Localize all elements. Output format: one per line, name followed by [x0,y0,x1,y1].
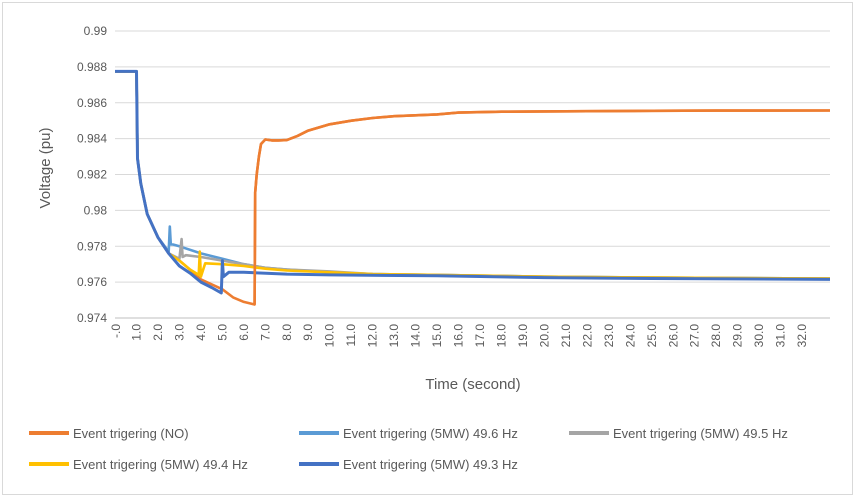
x-tick-label: 8.0 [280,324,294,341]
x-tick-label: 18.0 [494,324,508,348]
x-tick-label: 28.0 [709,324,723,348]
y-axis-ticks: 0.974 0.976 0.978 0.98 0.982 0.984 0.986 0.988 0… [77,24,107,325]
x-tick-label: 27.0 [688,324,702,348]
legend-label: Event trigering (5MW) 49.3 Hz [343,457,518,472]
x-tick-label: 30.0 [752,324,766,348]
x-tick-label: 22.0 [580,324,594,348]
x-tick-label: 3.0 [172,324,186,341]
line-chart: 0.974 0.976 0.978 0.98 0.982 0.984 0.986 0.988 0… [29,24,831,472]
x-tick-label: 26.0 [666,324,680,348]
x-tick-label: 16.0 [452,324,466,348]
x-tick-label: 31.0 [774,324,788,348]
x-tick-label: 4.0 [194,324,208,341]
y-tick-label: 0.98 [84,203,108,217]
x-tick-label: 21.0 [559,324,573,348]
y-tick-label: 0.99 [84,24,108,38]
x-tick-label: 29.0 [731,324,745,348]
y-tick-label: 0.988 [77,60,107,74]
x-tick-label: 9.0 [301,324,315,341]
legend-label: Event trigering (5MW) 49.6 Hz [343,426,518,441]
series-lines [115,69,831,306]
x-tick-label: 15.0 [430,324,444,348]
x-tick-label: 19.0 [516,324,530,348]
y-tick-label: 0.986 [77,96,107,110]
x-tick-label: 11.0 [344,324,358,347]
x-tick-label: 13.0 [387,324,401,348]
x-tick-label: 14.0 [409,324,423,348]
x-tick-label: 23.0 [602,324,616,348]
x-tick-label: 20.0 [537,324,551,348]
y-tick-label: 0.974 [77,311,107,325]
x-tick-label: 12.0 [366,324,380,348]
y-tick-label: 0.982 [77,168,107,182]
x-tick-label: 24.0 [623,324,637,348]
x-tick-label: 32.0 [795,324,809,348]
x-tick-label: 6.0 [237,324,251,341]
x-tick-label: 25.0 [645,324,659,348]
x-tick-label: 10.0 [323,324,337,348]
x-tick-label: 1.0 [129,324,143,341]
x-tick-label: 7.0 [258,324,272,341]
legend-label: Event trigering (NO) [73,426,189,441]
x-axis-ticks: -.0 1.0 2.0 3.0 4.0 5.0 6.0 7.0 8.0 9.0 10.0 11.0 12… [109,324,809,348]
x-axis-label: Time (second) [425,376,520,393]
y-axis-label: Voltage (pu) [37,128,54,209]
gridlines [115,30,830,319]
x-tick-label: 17.0 [473,324,487,348]
series-line-1-overlay [253,109,831,305]
y-tick-label: 0.984 [77,132,107,146]
x-tick-label: -.0 [109,324,123,338]
legend: Event trigering (NO) Event trigering (5MW… [29,426,788,472]
y-tick-label: 0.976 [77,275,107,289]
legend-label: Event trigering (5MW) 49.5 Hz [613,426,788,441]
y-tick-label: 0.978 [77,239,107,253]
x-tick-label: 5.0 [215,324,229,341]
series-line-5 [115,69,831,295]
x-tick-label: 2.0 [151,324,165,341]
legend-label: Event trigering (5MW) 49.4 Hz [73,457,248,472]
